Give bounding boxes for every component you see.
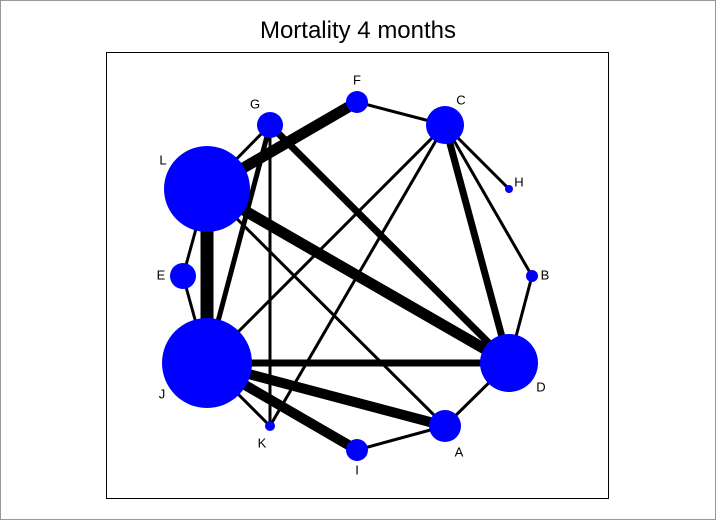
node-label-f: F [353,72,361,87]
node-b [526,270,538,282]
node-i [346,439,368,461]
node-label-d: D [536,379,545,394]
node-label-l: L [159,152,166,167]
node-k [265,421,275,431]
edge-l-a [205,187,447,428]
nodes-layer [162,91,538,461]
node-h [505,185,513,193]
node-label-h: H [514,174,523,189]
node-label-g: G [250,96,260,111]
edge-c-k [268,124,447,427]
node-g [257,112,283,138]
edge-c-j [205,123,447,365]
node-l [164,146,250,232]
edges-layer [181,97,534,455]
plot-title: Mortality 4 months [259,17,457,44]
node-a [429,410,461,442]
node-label-i: I [355,462,359,477]
node-label-c: C [456,92,465,107]
node-e [170,263,196,289]
edge-g-d [267,122,512,366]
edge-c-d [441,124,513,364]
node-j [162,318,252,408]
node-label-k: K [258,435,267,450]
node-label-b: B [541,267,550,282]
node-d [480,334,538,392]
node-label-a: A [455,444,464,459]
node-f [346,91,368,113]
edge-c-b [443,124,534,277]
node-label-e: E [157,267,166,282]
labels-layer: A B C D E F G H I J K L [157,72,550,477]
plot-area-border [106,52,609,499]
node-label-j: J [159,386,166,401]
node-c [426,106,464,144]
